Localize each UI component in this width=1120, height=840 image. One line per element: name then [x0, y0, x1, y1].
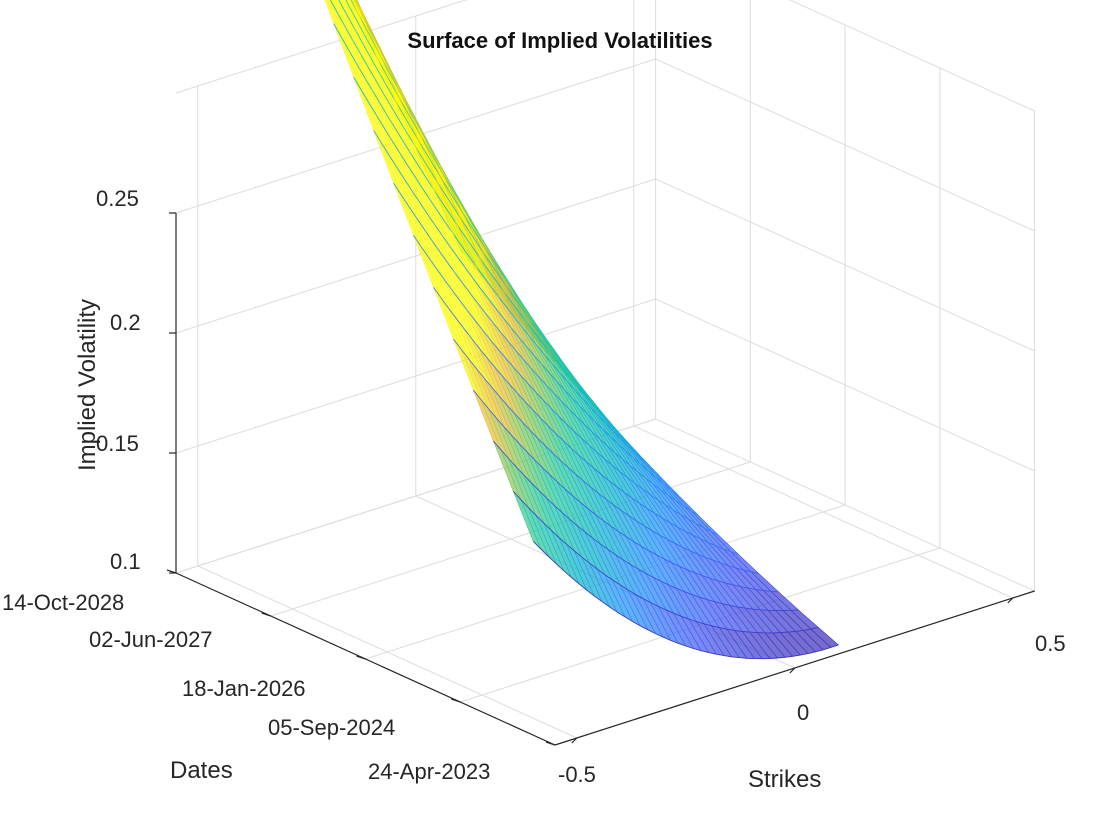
date-tick-label: 02-Jun-2027 [89, 627, 213, 652]
date-tick-label: 24-Apr-2023 [368, 759, 491, 784]
date-tick [451, 698, 461, 703]
y-axis-label: Dates [170, 757, 233, 784]
maturity-slice-line [350, 0, 560, 368]
grid-line [175, 0, 1035, 112]
axes-grid [175, 0, 1036, 746]
implied-vol-surface [324, 0, 839, 660]
date-tick [261, 612, 271, 617]
z-tick-label: 0.25 [96, 186, 139, 211]
maturity-slice-line [433, 287, 739, 556]
strike-tick [571, 737, 578, 744]
maturity-slice-line [353, 76, 660, 476]
date-tick [545, 741, 556, 746]
maturity-slice-line [338, 0, 600, 412]
grid-line [175, 58, 1035, 232]
maturity-slice-line [333, 23, 640, 455]
axes-lines [166, 212, 1035, 746]
z-tick-label: 0.2 [110, 310, 141, 335]
z-tick-label: 0.1 [110, 549, 141, 574]
grid-line [175, 178, 1035, 352]
maturity-slice-line [473, 389, 779, 593]
maturity-slice-line [413, 235, 719, 536]
maturity-slice-line [345, 0, 580, 390]
maturity-slice-line [356, 0, 500, 298]
maturity-slice-line [351, 0, 460, 249]
maturity-slice-line [492, 440, 799, 612]
maturity-slice-line [393, 182, 700, 517]
strike-tick [789, 667, 796, 674]
maturity-slice-line [354, 0, 480, 274]
strike-tick [1007, 597, 1014, 604]
date-tick [356, 655, 366, 660]
maturity-slice-line [532, 540, 839, 660]
strike-tick-label: 0.5 [1035, 631, 1066, 656]
maturity-slice-line [512, 490, 819, 634]
date-tick-label: 14-Oct-2028 [2, 590, 125, 615]
date-tick-label: 18-Jan-2026 [182, 676, 306, 701]
strike-tick-label: -0.5 [558, 762, 596, 787]
maturity-slice-line [453, 338, 759, 574]
strike-tick-label: 0 [797, 700, 810, 725]
grid-line [175, 298, 1035, 472]
chart-title: Surface of Implied Volatilities [407, 28, 713, 53]
date-tick-label: 05-Sep-2024 [268, 715, 396, 740]
z-tick-label: 0.15 [96, 431, 139, 456]
x-axis-label: Strikes [748, 766, 822, 793]
maturity-slice-line [373, 130, 680, 496]
